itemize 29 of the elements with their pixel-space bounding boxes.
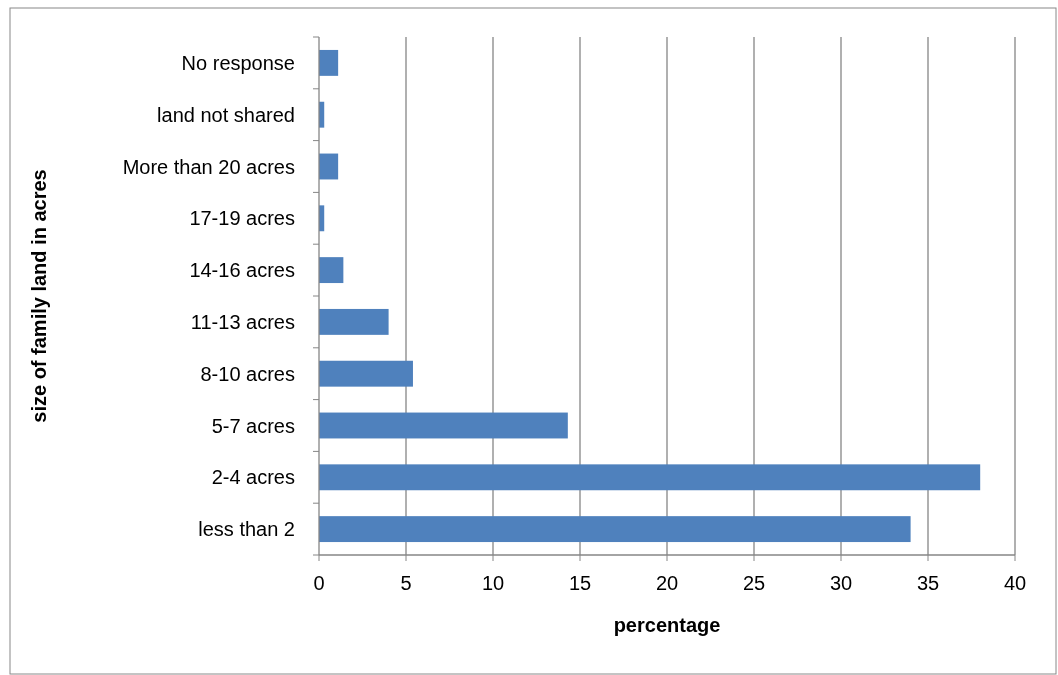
x-axis-title: percentage	[613, 614, 721, 636]
y-tick-label: land not shared	[157, 103, 295, 126]
x-tick-label: 25	[742, 572, 766, 594]
x-tick-label: 40	[1003, 572, 1027, 594]
y-tick-label: 14-16 acres	[189, 259, 295, 282]
bar	[319, 464, 981, 491]
bar	[319, 257, 344, 284]
y-tick-label: 11-13 acres	[190, 310, 295, 333]
bar	[319, 360, 413, 387]
y-tick-label: less than 2	[198, 518, 295, 541]
x-tick-label: 0	[313, 572, 325, 594]
x-tick-label: 35	[916, 572, 940, 594]
y-tick-label: No response	[181, 51, 295, 74]
bar	[319, 153, 339, 180]
y-tick-label: 17-19 acres	[189, 207, 295, 230]
bar	[319, 516, 911, 543]
x-tick-label: 5	[400, 572, 412, 594]
y-tick-label: More than 20 acres	[122, 155, 295, 178]
bar	[319, 308, 389, 335]
y-tick-label: 5-7 acres	[211, 414, 295, 437]
x-tick-label: 15	[568, 572, 592, 594]
bar	[319, 412, 568, 439]
y-tick-label: 8-10 acres	[200, 362, 295, 385]
x-tick-label: 30	[829, 572, 853, 594]
y-axis-title: size of family land in acres	[28, 169, 50, 423]
x-tick-label: 10	[481, 572, 505, 594]
bar	[319, 49, 339, 76]
x-tick-label: 20	[655, 572, 679, 594]
y-tick-label: 2-4 acres	[211, 466, 295, 489]
